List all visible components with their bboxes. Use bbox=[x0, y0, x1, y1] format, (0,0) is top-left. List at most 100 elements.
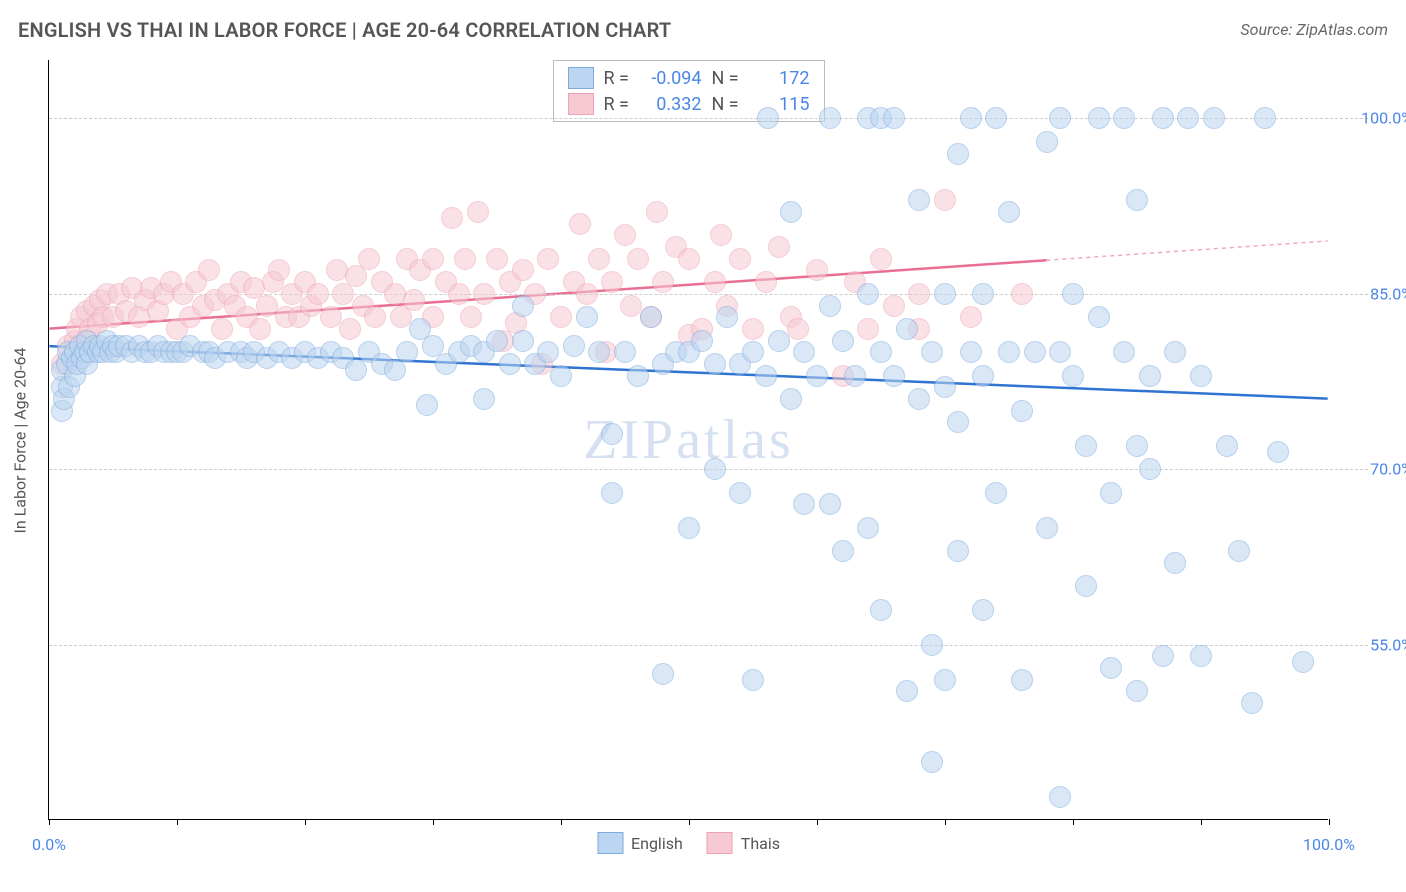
scatter-point bbox=[921, 634, 943, 656]
scatter-point bbox=[934, 283, 956, 305]
scatter-point bbox=[467, 201, 489, 223]
english-swatch-icon bbox=[568, 67, 594, 89]
scatter-point bbox=[268, 259, 290, 281]
scatter-point bbox=[403, 289, 425, 311]
scatter-point bbox=[1139, 458, 1161, 480]
scatter-point bbox=[198, 259, 220, 281]
x-tick bbox=[1201, 819, 1202, 825]
x-tick bbox=[1329, 819, 1330, 825]
x-tick bbox=[305, 819, 306, 825]
scatter-point bbox=[652, 271, 674, 293]
scatter-point bbox=[601, 271, 623, 293]
scatter-point bbox=[512, 259, 534, 281]
scatter-point bbox=[768, 236, 790, 258]
scatter-point bbox=[1011, 669, 1033, 691]
scatter-point bbox=[960, 107, 982, 129]
scatter-point bbox=[972, 365, 994, 387]
scatter-point bbox=[934, 669, 956, 691]
scatter-point bbox=[742, 669, 764, 691]
scatter-point bbox=[249, 318, 271, 340]
scatter-point bbox=[473, 388, 495, 410]
scatter-point bbox=[755, 365, 777, 387]
scatter-point bbox=[757, 107, 779, 129]
scatter-point bbox=[947, 411, 969, 433]
scatter-point bbox=[985, 482, 1007, 504]
thais-r-value: 0.332 bbox=[642, 94, 702, 115]
scatter-point bbox=[819, 295, 841, 317]
scatter-point bbox=[537, 341, 559, 363]
scatter-point bbox=[364, 306, 386, 328]
scatter-point bbox=[1164, 552, 1186, 574]
scatter-point bbox=[1100, 657, 1122, 679]
gridline bbox=[49, 645, 1368, 646]
x-tick bbox=[177, 819, 178, 825]
scatter-point bbox=[1139, 365, 1161, 387]
scatter-point bbox=[710, 224, 732, 246]
legend-label-english: English bbox=[631, 834, 683, 853]
legend-item-thais: Thais bbox=[707, 832, 780, 854]
r-label: R = bbox=[604, 68, 632, 89]
scatter-point bbox=[640, 306, 662, 328]
scatter-point bbox=[1062, 283, 1084, 305]
scatter-point bbox=[780, 201, 802, 223]
scatter-point bbox=[716, 306, 738, 328]
scatter-point bbox=[1062, 365, 1084, 387]
scatter-point bbox=[1228, 540, 1250, 562]
scatter-point bbox=[1011, 283, 1033, 305]
scatter-point bbox=[1164, 341, 1186, 363]
scatter-point bbox=[550, 365, 572, 387]
scatter-point bbox=[358, 248, 380, 270]
scatter-point bbox=[857, 318, 879, 340]
scatter-point bbox=[972, 283, 994, 305]
scatter-point bbox=[819, 107, 841, 129]
scatter-point bbox=[729, 482, 751, 504]
y-tick-label: 70.0% bbox=[1343, 460, 1406, 479]
scatter-point bbox=[486, 330, 508, 352]
scatter-point bbox=[947, 540, 969, 562]
scatter-point bbox=[1075, 435, 1097, 457]
scatter-point bbox=[646, 201, 668, 223]
x-tick bbox=[433, 819, 434, 825]
thais-swatch-icon bbox=[568, 93, 594, 115]
scatter-point bbox=[883, 365, 905, 387]
scatter-point bbox=[1292, 651, 1314, 673]
scatter-point bbox=[870, 599, 892, 621]
scatter-point bbox=[972, 599, 994, 621]
scatter-point bbox=[339, 318, 361, 340]
scatter-point bbox=[627, 248, 649, 270]
scatter-point bbox=[416, 394, 438, 416]
scatter-point bbox=[934, 189, 956, 211]
scatter-point bbox=[908, 283, 930, 305]
scatter-point bbox=[806, 365, 828, 387]
scatter-point bbox=[793, 341, 815, 363]
scatter-point bbox=[998, 201, 1020, 223]
y-tick-label: 100.0% bbox=[1343, 109, 1406, 128]
scatter-point bbox=[1088, 306, 1110, 328]
scatter-point bbox=[563, 335, 585, 357]
scatter-point bbox=[960, 341, 982, 363]
source-label: Source: ZipAtlas.com bbox=[1240, 20, 1388, 39]
scatter-point bbox=[512, 295, 534, 317]
english-r-value: -0.094 bbox=[642, 68, 702, 89]
scatter-point bbox=[1126, 189, 1148, 211]
y-tick-label: 85.0% bbox=[1343, 284, 1406, 303]
scatter-point bbox=[512, 330, 534, 352]
scatter-point bbox=[1177, 107, 1199, 129]
scatter-point bbox=[678, 248, 700, 270]
scatter-point bbox=[486, 248, 508, 270]
english-n-value: 172 bbox=[750, 68, 810, 89]
scatter-point bbox=[691, 330, 713, 352]
scatter-point bbox=[1024, 341, 1046, 363]
scatter-point bbox=[896, 318, 918, 340]
scatter-point bbox=[1267, 441, 1289, 463]
scatter-point bbox=[742, 341, 764, 363]
scatter-point bbox=[460, 306, 482, 328]
y-axis-label-container: In Labor Force | Age 20-64 bbox=[8, 60, 32, 820]
scatter-point bbox=[704, 458, 726, 480]
scatter-point bbox=[550, 306, 572, 328]
x-tick-label: 100.0% bbox=[1303, 835, 1355, 854]
scatter-point bbox=[998, 341, 1020, 363]
scatter-point bbox=[934, 376, 956, 398]
scatter-point bbox=[857, 517, 879, 539]
scatter-point bbox=[870, 248, 892, 270]
